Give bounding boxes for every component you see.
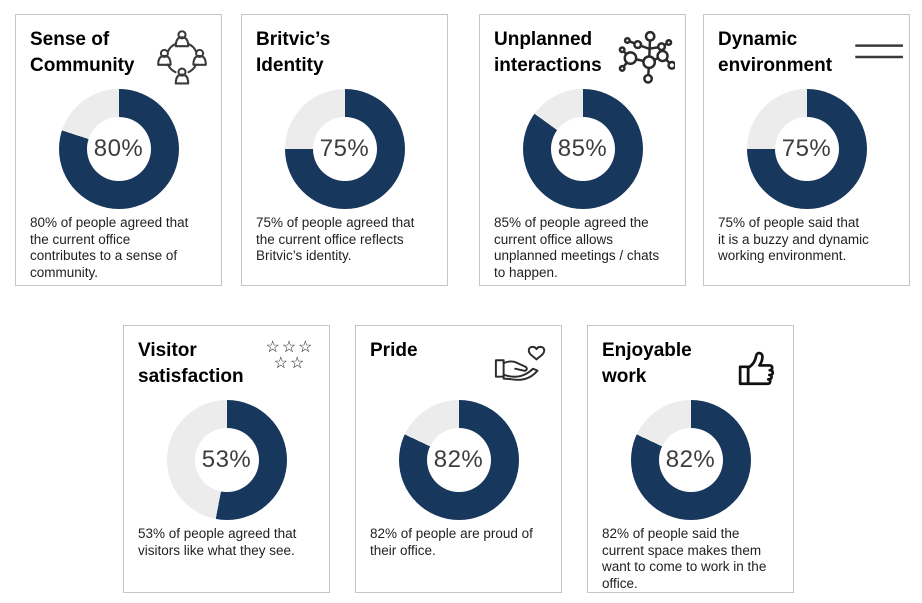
- card-title: Enjoyable work: [602, 340, 692, 387]
- stat-card-britvics-identity: Britvic’s Identity 75% 75% of people agr…: [241, 14, 448, 286]
- card-title: Britvic’s Identity: [256, 29, 331, 76]
- stars-row-bottom: ☆☆: [273, 355, 307, 372]
- donut-hole: 53%: [194, 428, 259, 492]
- card-description: 82% of people said the current space mak…: [602, 526, 767, 591]
- stat-card-unplanned-interactions: Unplanned interactions: [479, 14, 686, 286]
- donut-hole: 75%: [774, 117, 839, 181]
- card-description: 75% of people said that it is a buzzy an…: [718, 215, 869, 263]
- stat-card-enjoyable-work: Enjoyable work 82% 82% of people said th…: [587, 325, 794, 593]
- donut-percent-label: 82%: [433, 446, 484, 473]
- hand-heart-icon: [493, 338, 551, 396]
- donut-hole: 85%: [550, 117, 615, 181]
- card-title: Visitor satisfaction: [138, 340, 244, 387]
- card-title: Sense of Community: [30, 29, 135, 76]
- donut-percent-label: 75%: [781, 135, 832, 162]
- donut-chart: 85%: [522, 89, 643, 209]
- donut-chart: 82%: [398, 400, 519, 520]
- donut-percent-label: 85%: [557, 135, 608, 162]
- stat-card-dynamic-environment: Dynamic environment 75% 75% of people sa…: [703, 14, 910, 286]
- donut-chart: 75%: [746, 89, 867, 209]
- donut-chart: 80%: [58, 89, 179, 209]
- thumbs-up-icon: [733, 338, 783, 392]
- donut-percent-label: 80%: [93, 135, 144, 162]
- stars-row-top: ☆☆☆: [265, 339, 315, 356]
- donut-hole: 82%: [426, 428, 491, 492]
- card-title: Unplanned interactions: [494, 29, 602, 76]
- card-description: 82% of people are proud of their office.: [370, 526, 533, 558]
- stat-card-sense-of-community: Sense of Community 80% 80% of pe: [15, 14, 222, 286]
- card-title: Dynamic environment: [718, 29, 833, 76]
- stat-card-pride: Pride 82% 82% of people are proud of the…: [355, 325, 562, 593]
- card-description: 85% of people agreed the current office …: [494, 215, 660, 280]
- donut-chart: 75%: [284, 89, 405, 209]
- network-icon: [617, 27, 675, 85]
- card-description: 75% of people agreed that the current of…: [256, 215, 415, 263]
- donut-chart: 53%: [166, 400, 287, 520]
- card-title: Pride: [370, 340, 418, 361]
- card-description: 80% of people agreed that the current of…: [30, 215, 189, 280]
- donut-percent-label: 75%: [319, 135, 370, 162]
- stars-icon: ☆☆☆ ☆☆: [261, 338, 319, 396]
- donut-percent-label: 53%: [201, 446, 252, 473]
- card-description: 53% of people agreed that visitors like …: [138, 526, 297, 558]
- community-icon: [153, 27, 211, 85]
- donut-hole: 75%: [312, 117, 377, 181]
- donut-hole: 82%: [658, 428, 723, 492]
- donut-percent-label: 82%: [665, 446, 716, 473]
- motion-lines-icon: [847, 29, 905, 87]
- donut-hole: 80%: [86, 117, 151, 181]
- stat-card-visitor-satisfaction: Visitor satisfaction ☆☆☆ ☆☆ 53% 53% of p…: [123, 325, 330, 593]
- donut-chart: 82%: [630, 400, 751, 520]
